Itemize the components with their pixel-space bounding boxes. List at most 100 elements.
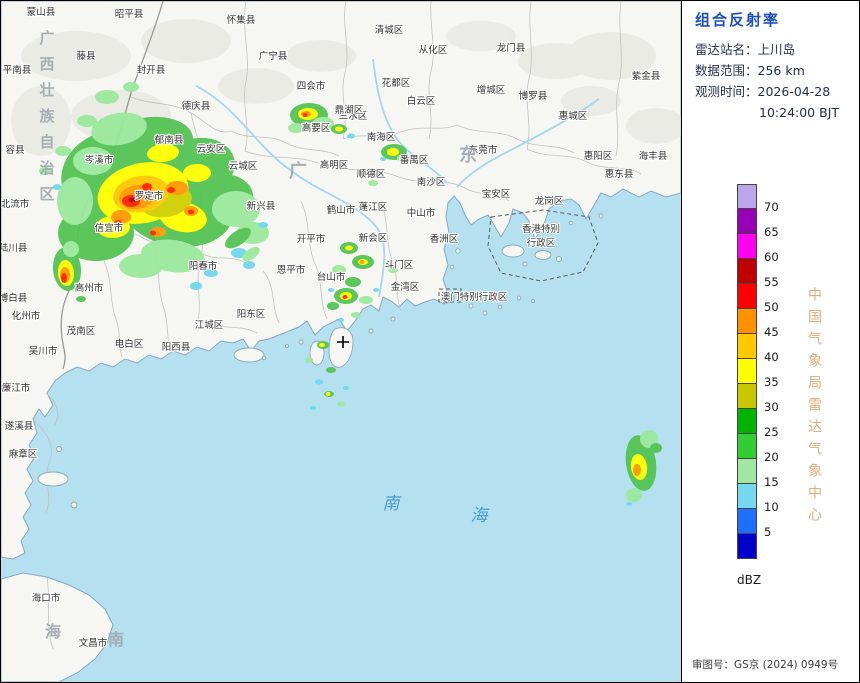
island-donghai bbox=[37, 471, 69, 487]
map-place-label: 云安区 bbox=[197, 143, 226, 155]
map-place-label: 遂溪县 bbox=[5, 420, 34, 432]
radar-echo bbox=[351, 312, 361, 318]
obs-time-line: 10:24:00 BJT bbox=[759, 105, 840, 120]
radar-echo bbox=[359, 296, 373, 304]
map-place-label: 博白县 bbox=[1, 292, 27, 304]
province-label: 广 bbox=[39, 29, 54, 47]
map-place-label: 海丰县 bbox=[639, 150, 668, 162]
radar-map: 蒙山县 昭平县 怀集县 平南县 藤县 封开县 广宁县 德庆县 容县 岑溪市 郁南县 云安区 云城区 罗定市… bbox=[1, 1, 681, 682]
colorbar-swatch bbox=[737, 484, 757, 509]
radar-echo bbox=[332, 265, 346, 275]
map-place-label: 清城区 bbox=[375, 24, 404, 36]
map-place-label: 斗门区 bbox=[385, 259, 414, 271]
radar-echo bbox=[167, 187, 175, 193]
map-place-label: 信宜市 bbox=[95, 222, 124, 234]
map-place-label: 岑溪市 bbox=[85, 154, 114, 166]
map-place-label: 罗定市 bbox=[135, 190, 164, 202]
hk-sar-boundary bbox=[487, 209, 599, 282]
info-panel: 组合反射率 雷达站名：上川岛 数据范围：256 km 观测时间：2026-04-… bbox=[681, 1, 859, 682]
radar-echo bbox=[397, 154, 411, 162]
radar-station-marker bbox=[337, 336, 349, 348]
radar-echo bbox=[310, 406, 316, 410]
map-place-label: 台山市 bbox=[317, 271, 346, 283]
map-place-label: 陆川县 bbox=[1, 242, 27, 254]
unit-label: dBZ bbox=[737, 573, 762, 587]
radar-echo bbox=[626, 502, 632, 506]
map-place-label: 江城区 bbox=[195, 320, 224, 331]
province-label: 南 bbox=[108, 630, 124, 649]
radar-echo bbox=[243, 261, 255, 269]
radar-echo bbox=[55, 146, 71, 156]
map-place-label: 德庆县 bbox=[182, 100, 211, 112]
radar-echo bbox=[319, 343, 325, 347]
radar-echo bbox=[305, 357, 313, 363]
radar-echo bbox=[359, 260, 365, 264]
sar-boundaries bbox=[438, 209, 599, 303]
map-place-label: 博罗县 bbox=[519, 90, 548, 102]
radar-echo bbox=[288, 123, 304, 133]
radar-echo bbox=[373, 288, 379, 292]
map-place-label: 阳春市 bbox=[189, 260, 218, 272]
map-place-label: 昭平县 bbox=[115, 9, 144, 20]
map-place-label: 高明区 bbox=[320, 159, 349, 171]
colorbar-level-label: 35 bbox=[764, 375, 779, 389]
radar-echo bbox=[225, 227, 251, 249]
colorbar-level-label: 30 bbox=[764, 400, 779, 414]
colorbar-level-label: 25 bbox=[764, 425, 779, 439]
map-place-label: 鼎湖区 bbox=[335, 105, 364, 116]
colorbar-swatch bbox=[737, 359, 757, 384]
macau-sar-boundary bbox=[438, 288, 462, 303]
radar-echo bbox=[39, 167, 51, 175]
province-label: 族 bbox=[39, 107, 55, 125]
map-place-label: 北流市 bbox=[1, 198, 30, 210]
colorbar-swatch bbox=[737, 509, 757, 534]
terrain-shading bbox=[11, 19, 681, 156]
radar-echo bbox=[315, 379, 323, 385]
province-label: 区 bbox=[39, 185, 54, 203]
radar-echo bbox=[150, 230, 156, 236]
radar-echo bbox=[345, 245, 353, 251]
map-place-label: 麻章区 bbox=[9, 448, 38, 460]
colorbar-level-label: 20 bbox=[764, 450, 779, 464]
map-place-label: 新兴县 bbox=[247, 200, 276, 212]
map-place-label: 龙岗区 bbox=[535, 195, 564, 207]
map-place-label: 开平市 bbox=[297, 233, 326, 245]
radar-echo bbox=[61, 273, 67, 283]
map-place-label: 增城区 bbox=[477, 84, 506, 96]
radar-echo bbox=[57, 177, 93, 225]
map-place-label: 鹤山市 bbox=[327, 204, 356, 216]
station-name-line: 雷达站名：上川岛 bbox=[695, 42, 796, 57]
colorbar-swatch bbox=[737, 384, 757, 409]
map-place-label: 从化区 bbox=[419, 44, 448, 56]
map-place-label: 番禺区 bbox=[400, 154, 429, 166]
island-hongkong bbox=[534, 250, 552, 260]
color-scale-area: 70 65 60 55 50 45 40 35 30 25 20 15 10 5 dBZ bbox=[737, 184, 779, 587]
radar-echo bbox=[345, 277, 361, 287]
map-place-label: 茂南区 bbox=[67, 325, 96, 337]
colorbar-level-label: 10 bbox=[764, 500, 779, 514]
map-place-label: 封开县 bbox=[137, 64, 166, 76]
data-range-line: 数据范围：256 km bbox=[695, 63, 805, 78]
map-place-label: 藤县 bbox=[76, 50, 95, 62]
radar-echo bbox=[347, 133, 355, 139]
map-place-label: 高要区 bbox=[302, 122, 331, 134]
map-place-label: 吴川市 bbox=[29, 345, 58, 357]
island-hailing bbox=[233, 347, 265, 363]
map-place-label: 中山市 bbox=[407, 207, 436, 219]
map-place-label: 蒙山县 bbox=[27, 6, 56, 18]
station-cross-icon bbox=[337, 336, 349, 348]
radar-echo bbox=[183, 164, 211, 182]
map-place-label: 新会区 bbox=[359, 232, 388, 244]
radar-echo bbox=[95, 90, 119, 104]
map-place-label: 平南县 bbox=[3, 64, 32, 76]
map-place-label: 怀集县 bbox=[227, 14, 256, 26]
map-place-label: 宝安区 bbox=[482, 188, 511, 200]
map-place-label: 蓬江区 bbox=[359, 201, 388, 213]
radar-echo-layer bbox=[39, 82, 662, 506]
product-title: 组合反射率 bbox=[695, 11, 781, 29]
map-approval-number: 审图号：GS京 (2024) 0949号 bbox=[692, 659, 839, 671]
map-place-label: 花都区 bbox=[382, 77, 411, 89]
province-label: 海 bbox=[45, 622, 61, 641]
